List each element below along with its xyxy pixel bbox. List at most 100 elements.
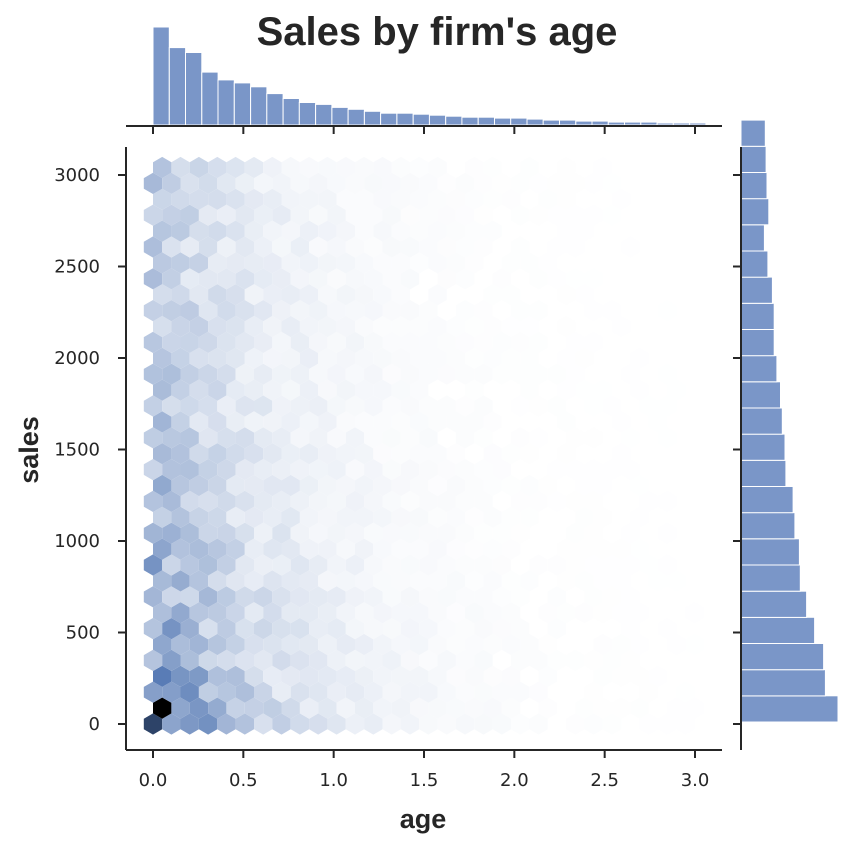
hexbin-cell <box>474 586 493 608</box>
hexbin-cell <box>254 427 273 449</box>
hexbin-cell <box>428 284 447 306</box>
hexbin-cell <box>299 284 319 306</box>
hexbin-cell <box>501 570 521 592</box>
hexbin-cell <box>382 618 401 640</box>
hexbin-cell <box>336 411 355 433</box>
hexbin-cell <box>382 268 401 290</box>
hexbin-cell <box>198 554 218 576</box>
hexbin-cell <box>492 459 511 481</box>
hexbin-cell <box>345 649 365 671</box>
hexbin-cell <box>520 347 539 369</box>
hexbin-cell <box>391 411 410 433</box>
hexbin-cell <box>153 411 172 433</box>
hexbin-cell <box>217 363 236 385</box>
hexbin-cell <box>318 220 337 242</box>
hexbin-cell <box>235 554 254 576</box>
hexbin-cell <box>501 315 521 338</box>
hexbin-cell <box>547 459 567 481</box>
hexbin-cell <box>290 459 310 481</box>
hexbin-cell <box>226 570 245 592</box>
hexbin-cell <box>428 220 447 242</box>
hexbin-cell <box>254 236 273 258</box>
hexbin-cell <box>676 427 695 449</box>
hexbin-cell <box>667 411 686 433</box>
hexbin-cell <box>208 697 227 719</box>
hexbin-cell <box>263 284 282 306</box>
hexbin-cell <box>244 411 264 433</box>
hexbin-cell <box>437 554 456 576</box>
hexbin-cell <box>299 602 319 624</box>
hexbin-cell <box>189 506 209 528</box>
marginal-x-bar <box>363 110 382 126</box>
hexbin-cell <box>345 363 365 385</box>
hexbin-cell <box>263 156 282 179</box>
hexbin-cell <box>309 713 328 735</box>
hexbin-cell <box>373 379 392 401</box>
hexbin-cell <box>217 395 236 417</box>
hexbin-cell <box>648 474 668 497</box>
hexbin-cell <box>198 172 218 194</box>
hexbin-cell <box>501 506 521 528</box>
hexbin-cell <box>373 411 392 433</box>
hexbin-cell <box>217 236 236 258</box>
hexbin-cell <box>153 188 172 210</box>
hexbin-cell <box>391 570 410 592</box>
hexbin-cell <box>318 347 337 369</box>
hexbin-cell <box>446 188 466 210</box>
marginal-y-bar <box>740 695 839 723</box>
hexbin-cell <box>676 586 695 608</box>
hexbin-cell <box>309 204 328 226</box>
hexbin-cell <box>143 300 163 322</box>
hexbin-cell <box>428 633 447 656</box>
hexbin-cell <box>556 443 576 465</box>
hexbin-cell <box>676 363 695 385</box>
hexbin-cell <box>162 586 181 608</box>
hexbin-cell <box>235 490 254 512</box>
hexbin-cell <box>235 522 254 544</box>
hexbin-cell <box>391 284 410 306</box>
marginal-x-bar <box>347 108 365 126</box>
hexbin-cell <box>391 156 410 179</box>
hexbin-cell <box>162 554 181 576</box>
hexbin-cell <box>143 649 163 671</box>
hexbin-cell <box>501 538 521 560</box>
hexbin-cell <box>511 331 530 353</box>
hexbin-cell <box>364 427 383 449</box>
hexbin-cell <box>272 713 291 735</box>
hexbin-cell <box>602 268 622 290</box>
hexbin-cell <box>235 713 254 735</box>
hexbin-cell <box>612 220 631 242</box>
hexbin-cell <box>217 172 236 194</box>
hexbin-cell <box>556 602 576 624</box>
hexbin-cell <box>593 379 612 401</box>
hexbin-cell <box>465 411 484 433</box>
hexbin-cell <box>529 363 548 385</box>
hexbin-cell <box>501 347 521 369</box>
hexbin-cell <box>410 602 429 624</box>
hexbin-cell <box>474 363 493 385</box>
hexbin-cell <box>575 570 594 592</box>
hexbin-cell <box>208 474 227 497</box>
hexbin-cell <box>281 474 300 497</box>
hexbin-cell <box>153 538 172 560</box>
hexbin-cell <box>428 411 447 433</box>
hexbin-cell <box>143 459 163 481</box>
hexbin-cell <box>483 506 502 528</box>
hexbin-cell <box>446 474 466 497</box>
marginal-x-bar <box>331 106 349 126</box>
hexbin-cell <box>309 268 328 290</box>
hexbin-cell <box>162 395 181 417</box>
hexbin-cell <box>327 204 346 226</box>
hexbin-cell <box>529 331 548 353</box>
marginal-x-bar <box>656 122 674 126</box>
hexbin-cell <box>657 395 677 417</box>
hexbin-cell <box>309 236 328 258</box>
hexbin-cell <box>336 602 355 624</box>
hexbin-cell <box>235 681 254 703</box>
hexbin-cell <box>254 268 273 290</box>
hexbin-cell <box>198 649 218 671</box>
hexbin-cell <box>217 490 236 512</box>
hexbin-cell <box>226 602 245 624</box>
hexbin-cell <box>685 697 704 719</box>
